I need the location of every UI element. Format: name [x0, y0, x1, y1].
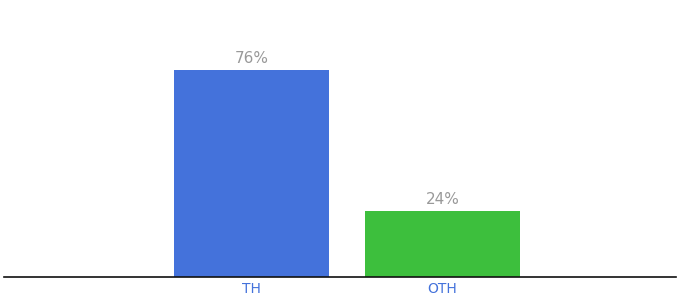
- Bar: [174, 70, 329, 277]
- Text: 76%: 76%: [235, 50, 269, 65]
- Text: 24%: 24%: [426, 192, 460, 207]
- Bar: [364, 212, 520, 277]
